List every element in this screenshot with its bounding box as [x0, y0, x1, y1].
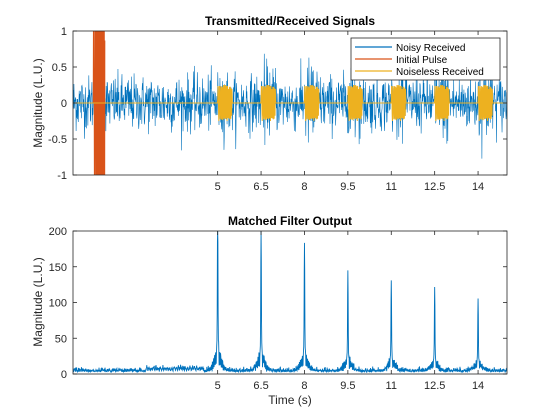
top-plot-area: [73, 31, 507, 175]
bottom-x-tick-label: 8: [301, 380, 307, 392]
series-matched-filter: [73, 231, 507, 374]
legend-label-noisy: Noisy Received: [396, 43, 465, 54]
bottom-x-tick-label: 11: [386, 380, 397, 392]
bottom-y-axis-label: Magnitude (L.U.): [31, 257, 45, 346]
bottom-ticks: 5 6.5 8 9.5 11 12.5 14 0 50 100 150 200: [49, 226, 507, 392]
legend-item-noiseless: Noiseless Received: [355, 67, 484, 78]
top-y-tick-label: 0.5: [52, 62, 67, 74]
top-ticks: 5 6.5 8 9.5 11 12.5 14 -1 -0.5 0 0.5 1: [48, 26, 507, 193]
top-x-tick-label: 12.5: [424, 181, 445, 193]
legend-item-noisy: Noisy Received: [355, 43, 465, 54]
top-y-tick-label: 0: [61, 98, 67, 110]
bottom-x-tick-label: 5: [215, 380, 221, 392]
bottom-plot-area: [73, 231, 507, 374]
bottom-x-tick-label: 6.5: [253, 380, 268, 392]
top-x-tick-label: 8: [301, 181, 307, 193]
top-x-tick-label: 11: [386, 181, 397, 193]
top-chart-title: Transmitted/Received Signals: [205, 14, 375, 28]
top-y-tick-label: 1: [61, 26, 67, 38]
bottom-axes: 5 6.5 8 9.5 11 12.5 14 0 50 100 150 200 Matched Fil…: [31, 214, 508, 407]
legend-item-pulse: Initial Pulse: [355, 55, 448, 66]
top-y-tick-label: -0.5: [48, 134, 67, 146]
top-y-axis-label: Magnitude (L.U.): [31, 58, 45, 147]
bottom-x-tick-label: 9.5: [340, 380, 355, 392]
top-x-tick-label: 9.5: [340, 181, 355, 193]
bottom-y-tick-label: 0: [61, 369, 67, 381]
bottom-x-tick-label: 12.5: [424, 380, 445, 392]
legend-label-noiseless: Noiseless Received: [396, 67, 484, 78]
bottom-x-axis-label: Time (s): [268, 393, 312, 407]
bottom-x-tick-label: 14: [472, 380, 484, 392]
series-initial-pulse: [92, 31, 106, 175]
bottom-y-tick-label: 200: [49, 226, 67, 238]
top-x-tick-label: 6.5: [253, 181, 268, 193]
top-legend: Noisy Received Initial Pulse Noiseless R…: [350, 37, 501, 81]
bottom-chart-title: Matched Filter Output: [228, 214, 352, 228]
top-x-tick-label: 14: [472, 181, 484, 193]
bottom-y-tick-label: 50: [55, 333, 67, 345]
top-axes: 5 6.5 8 9.5 11 12.5 14 -1 -0.5 0 0.5 1 Transmitted/…: [31, 14, 508, 193]
top-y-tick-label: -1: [57, 170, 67, 182]
bottom-y-tick-label: 150: [49, 262, 67, 274]
top-x-tick-label: 5: [215, 181, 221, 193]
legend-label-pulse: Initial Pulse: [396, 55, 448, 66]
bottom-y-tick-label: 100: [49, 298, 67, 310]
series-noiseless-received: [73, 85, 507, 122]
